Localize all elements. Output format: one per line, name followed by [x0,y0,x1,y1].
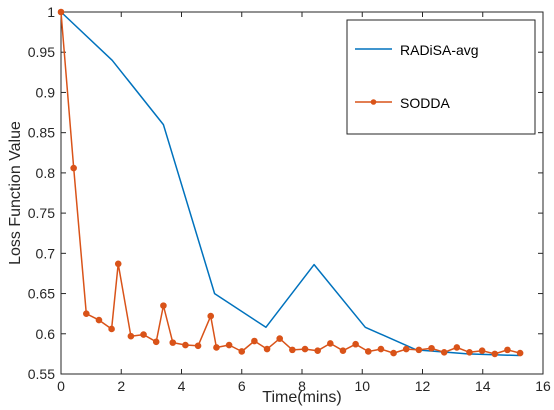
series-point [301,345,309,353]
series-point [182,341,189,349]
x-tick-label: 10 [354,378,370,394]
series-point [352,340,359,348]
x-axis-label: Time(mins) [262,389,341,406]
series-point [377,345,385,353]
y-tick-label: 0.55 [28,366,55,382]
series-point [289,346,296,354]
y-tick-label: 0.65 [28,286,55,302]
series-point [213,344,220,351]
series-point [152,338,160,346]
series-point [194,342,202,350]
series-point [114,260,122,268]
y-tick-label: 0.95 [28,44,55,60]
legend-marker-1 [370,99,377,105]
legend-label-sodda: SODDA [400,95,450,111]
legend: RADiSA-avg SODDA [346,19,536,135]
legend-items [355,48,392,105]
y-tick-label: 0.9 [36,84,56,100]
x-tick-label: 16 [535,378,551,394]
series-point [263,345,271,353]
y-tick-label: 0.85 [28,125,55,141]
y-axis-label: Loss Function Value [7,121,24,265]
series-point [466,348,473,356]
x-tick-label: 4 [178,378,186,394]
series-point [57,8,65,16]
series-point [314,347,321,354]
y-tick-label: 0.7 [36,245,56,261]
series-point [453,344,461,351]
series-point [504,346,511,354]
x-tick-label: 14 [475,378,491,394]
y-tick-label: 0.8 [36,165,56,181]
x-tick-label: 8 [298,378,306,394]
x-tick-label: 2 [117,378,125,394]
series-point [339,347,347,354]
series-point [169,339,177,346]
y-axis-ticks: 0.55 0.6 0.65 0.7 0.75 0.8 0.85 0.9 0.95 1 [28,4,543,382]
legend-box [346,19,536,135]
series-point [207,312,215,320]
series-point [402,345,410,353]
series-point [440,348,448,356]
series-point [225,341,233,349]
series-point [415,346,423,354]
y-tick-label: 0.75 [28,205,55,221]
series-layer [57,8,524,358]
series-point [276,335,284,342]
x-tick-label: 12 [415,378,431,394]
series-point [390,349,397,357]
series-point [428,344,435,352]
series-point [491,350,499,358]
series-point [478,347,486,354]
series-point [160,302,167,309]
series-point [70,164,77,172]
series-point [127,332,135,340]
x-tick-label: 0 [57,378,65,394]
series-point [140,331,147,338]
y-tick-label: 0.6 [36,326,56,342]
series-point [238,348,246,355]
x-tick-label: 6 [238,378,246,394]
series-point [364,348,372,355]
series-point [327,340,334,347]
x-axis-ticks: 0 2 4 6 8 10 12 14 16 [57,12,551,394]
y-tick-label: 1 [47,4,55,20]
legend-label-radisa: RADiSA-avg [400,42,479,58]
series-point [516,349,524,357]
series-point [251,337,258,345]
series-point [108,325,115,333]
series-point [95,316,103,324]
series-point [83,310,90,317]
